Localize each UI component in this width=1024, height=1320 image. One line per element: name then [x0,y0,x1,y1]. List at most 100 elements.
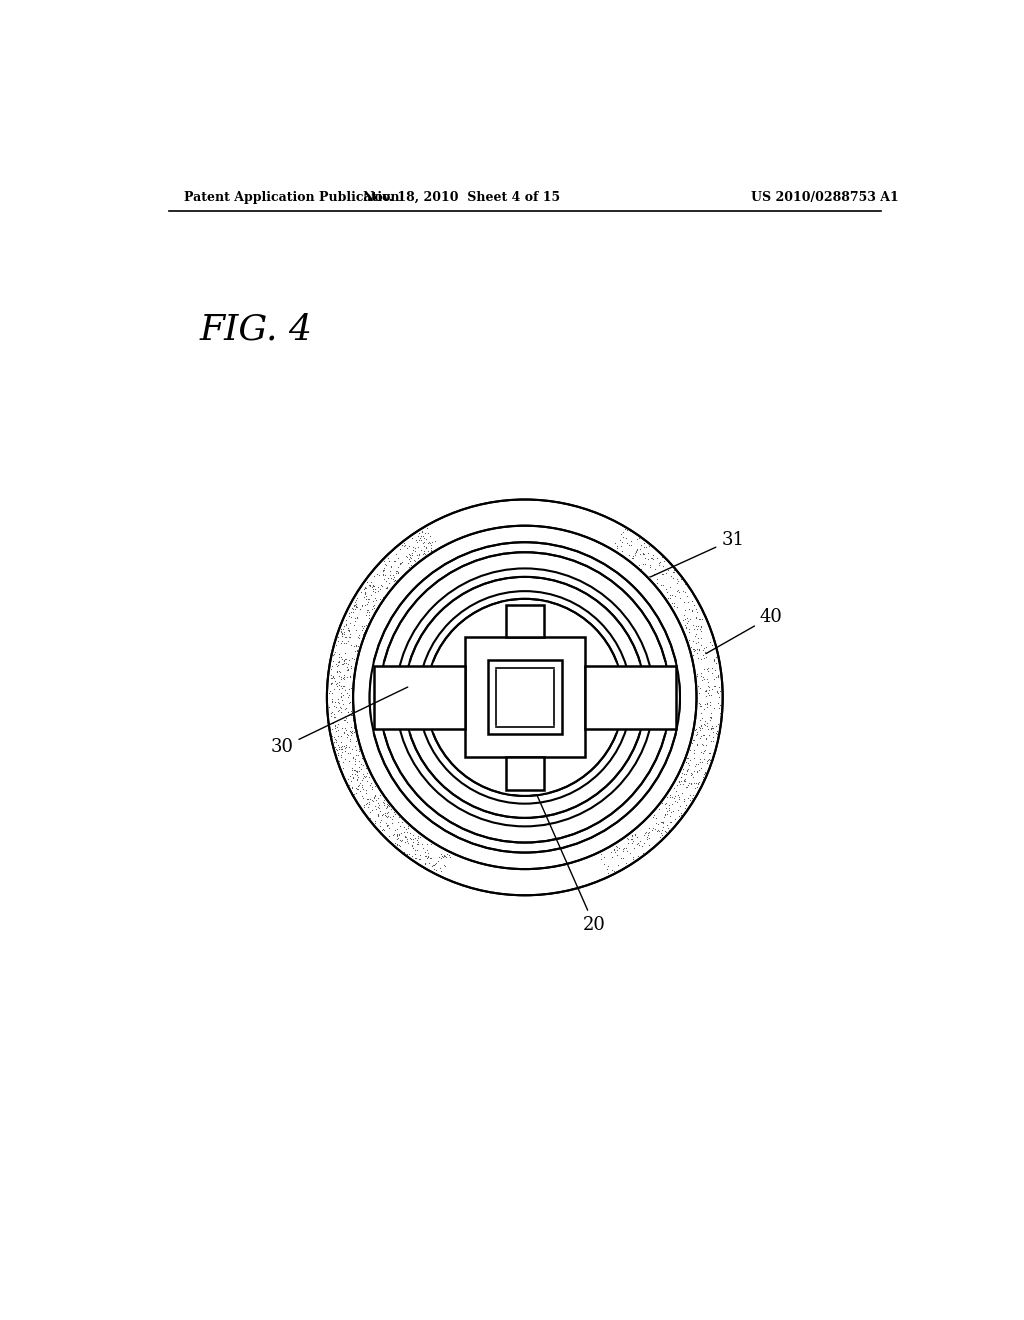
Point [330,744,346,766]
Point [691,682,708,704]
Point [338,626,354,647]
Point [618,841,635,862]
Point [372,589,388,610]
Point [637,553,653,574]
Point [409,531,425,552]
Point [644,548,660,569]
Point [614,521,631,543]
Point [618,532,635,553]
Point [690,754,707,775]
Point [338,719,354,741]
Point [664,793,680,814]
Point [692,663,709,684]
Point [421,531,437,552]
Point [343,601,359,622]
Point [324,718,340,739]
Point [677,609,693,630]
Point [340,725,356,746]
Point [624,825,640,846]
Point [681,754,697,775]
Point [391,552,408,573]
Point [398,829,415,850]
Point [694,734,711,755]
Point [609,837,626,858]
Point [693,665,710,686]
Point [352,774,369,795]
Point [420,521,436,543]
Point [348,619,365,640]
Point [416,528,432,549]
Point [339,659,355,680]
Point [336,676,352,697]
Point [654,564,671,585]
Point [348,777,365,799]
Point [367,581,383,602]
Point [355,763,372,784]
Point [357,577,374,598]
Point [636,536,652,557]
Point [639,822,655,843]
Point [659,817,676,838]
Point [327,715,343,737]
Point [340,631,356,652]
Point [411,544,427,565]
Point [672,796,688,817]
Point [630,833,646,854]
Point [417,842,433,863]
Point [412,826,428,847]
Point [397,826,414,847]
Point [709,721,725,742]
Point [703,706,720,727]
Point [418,536,434,557]
Point [336,721,352,742]
Point [643,548,659,569]
Point [612,536,629,557]
Point [365,591,381,612]
Point [337,738,353,759]
Point [340,684,356,705]
Point [359,762,376,783]
Point [603,841,620,862]
Point [436,846,453,867]
Point [323,668,339,689]
Point [375,561,391,582]
Point [330,692,346,713]
Point [387,820,403,841]
Point [670,791,686,812]
Point [348,635,365,656]
Point [622,842,638,863]
Point [351,756,368,777]
Point [417,853,433,874]
Point [380,568,396,589]
Point [360,797,377,818]
Point [344,598,360,619]
Point [335,653,351,675]
Point [328,706,344,727]
Point [690,675,707,696]
Point [356,594,373,615]
Point [671,582,687,603]
Point [354,785,371,807]
Point [323,673,339,694]
Point [415,837,431,858]
Point [657,562,674,583]
Point [331,651,347,672]
Point [658,797,675,818]
Point [409,834,425,855]
Point [347,635,364,656]
Point [703,663,720,684]
Point [708,652,724,673]
Point [328,731,344,752]
Point [325,682,341,704]
Point [662,787,678,808]
Point [401,549,418,570]
Point [347,754,364,775]
Point [700,682,717,704]
Point [326,678,342,700]
Point [690,717,707,738]
Point [613,540,630,561]
Point [663,587,679,609]
Point [380,548,396,569]
Point [593,849,609,870]
Point [406,825,422,846]
